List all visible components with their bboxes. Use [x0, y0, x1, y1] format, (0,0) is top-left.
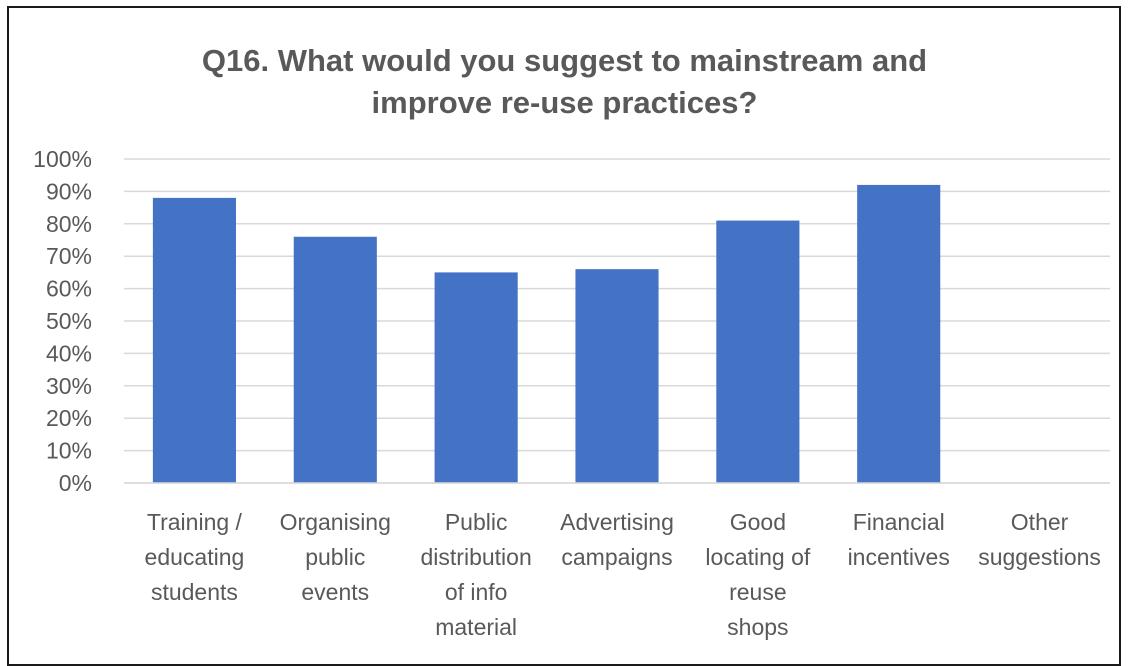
chart-title: Q16. What would you suggest to mainstrea… — [0, 40, 1129, 124]
chart-title-line-2: improve re-use practices? — [371, 85, 758, 120]
x-tick-label: public — [305, 544, 365, 570]
x-tick-label: shops — [727, 614, 788, 640]
x-tick-label: locating of — [705, 544, 810, 570]
x-tick-label: of info — [445, 579, 508, 605]
y-tick-label: 100% — [33, 146, 92, 172]
x-tick-label: suggestions — [978, 544, 1101, 570]
bar — [575, 269, 659, 483]
y-tick-label: 40% — [46, 340, 92, 366]
y-tick-label: 20% — [46, 405, 92, 431]
bar — [857, 184, 941, 484]
x-tick-label: distribution — [421, 544, 532, 570]
x-tick-label: students — [151, 579, 238, 605]
bar — [434, 272, 518, 483]
y-tick-label: 30% — [46, 373, 92, 399]
x-tick-label: educating — [145, 544, 245, 570]
y-tick-label: 10% — [46, 438, 92, 464]
x-tick-label: incentives — [848, 544, 950, 570]
y-tick-label: 50% — [46, 308, 92, 334]
y-tick-label: 70% — [46, 243, 92, 269]
x-tick-label: events — [301, 579, 369, 605]
x-tick-label: material — [435, 614, 517, 640]
x-tick-label: Advertising — [560, 509, 674, 535]
x-axis: Training / educating students Organising pub… — [124, 482, 1110, 640]
x-tick-label: Public — [445, 509, 508, 535]
bar — [152, 197, 236, 483]
y-tick-label: 60% — [46, 276, 92, 302]
y-tick-label: 0% — [59, 470, 92, 496]
bar — [716, 220, 800, 483]
bar — [293, 236, 377, 483]
x-tick-label: Financial — [853, 509, 945, 535]
bars — [152, 184, 941, 484]
x-tick-label: Good — [730, 509, 786, 535]
y-axis: 0% 10% 20% 30% 40% 50% 60% 70% 80% 90% 100% — [33, 146, 92, 496]
x-tick-label: Training / — [147, 509, 243, 535]
x-tick-label: Organising — [280, 509, 391, 535]
y-tick-label: 80% — [46, 211, 92, 237]
x-tick-label: campaigns — [561, 544, 672, 570]
chart-title-line-1: Q16. What would you suggest to mainstrea… — [201, 43, 928, 78]
x-tick-label: Other — [1011, 509, 1069, 535]
y-tick-label: 90% — [46, 178, 92, 204]
x-tick-label: reuse — [729, 579, 787, 605]
